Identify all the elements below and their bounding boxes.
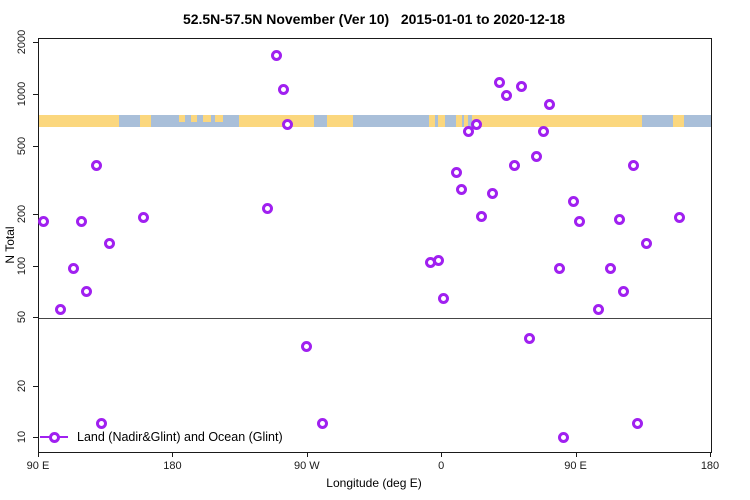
data-point-marker [450,167,462,179]
x-tick-label: 90 W [293,460,320,472]
x-tick [38,452,39,457]
y-tick [33,437,38,439]
legend-label: Land (Nadir&Glint) and Ocean (Glint) [77,430,283,444]
y-tick [33,265,38,267]
data-point-marker [81,285,93,297]
island-speck [215,115,223,122]
chart-title: 52.5N-57.5N November (Ver 10) 2015-01-01… [182,11,566,27]
y-axis-label: N Total [3,226,17,264]
data-point-marker [301,341,313,353]
legend-circle-marker-icon [49,431,60,443]
data-point-marker [68,263,80,275]
data-point-marker [568,196,580,208]
data-point-marker [574,216,586,227]
land-segment [438,115,446,127]
data-point-marker [508,160,520,172]
land-segment [672,115,685,127]
data-point-marker [54,304,66,316]
data-point-marker [316,418,328,430]
data-point-marker [553,262,565,274]
data-point-marker [90,159,102,171]
x-tick-label: 180 [163,460,182,472]
y-tick-label: 1000 [16,81,28,107]
y-tick [33,213,38,215]
land-segment [472,115,643,127]
data-point-marker [104,238,116,250]
data-point-marker [475,211,487,223]
data-point-marker [463,126,475,137]
data-point-marker [262,203,274,214]
data-point-marker [673,212,685,224]
data-point-marker [470,119,482,131]
data-point-marker [544,99,556,111]
data-point-marker [432,254,444,266]
y-tick [33,317,38,319]
data-point-marker [270,49,282,61]
reference-line-50 [39,318,711,320]
data-point-marker [558,431,570,443]
data-point-marker [486,187,498,199]
x-tick-label: 90 E [564,460,587,472]
data-point-marker [76,215,88,227]
land-segment [428,115,435,127]
x-tick [441,452,443,457]
y-tick [33,385,38,387]
data-point-marker [632,418,644,430]
land-segment [455,115,462,127]
land-segment [239,115,314,127]
data-point-marker [538,126,550,137]
data-point-marker [95,418,107,430]
land-segment [463,115,469,127]
data-point-marker [493,77,505,89]
data-point-marker [592,304,604,316]
y-tick-label: 100 [16,256,28,275]
data-point-marker [618,285,630,297]
x-tick [306,452,308,457]
y-tick [33,145,38,147]
data-point-marker [277,83,289,95]
data-point-marker [516,81,528,92]
data-point-marker [282,119,294,131]
data-point-marker [531,151,543,163]
x-tick-label: 180 [700,460,720,472]
y-tick-label: 10 [16,430,28,444]
data-point-marker [523,333,535,345]
data-point-marker [500,89,512,101]
island-speck [179,115,186,122]
island-speck [203,115,211,122]
data-point-marker [38,216,50,228]
y-tick-label: 500 [16,136,28,155]
data-point-marker [605,262,617,274]
data-point-marker [438,293,450,305]
data-point-marker [613,214,625,225]
data-point-marker [627,159,639,171]
plot-area [38,38,712,453]
y-tick [33,94,38,95]
x-tick [710,452,711,457]
data-point-marker [455,184,467,196]
data-point-marker [137,212,149,224]
y-tick-label: 20 [16,379,28,392]
y-tick-label: 2000 [16,30,28,55]
data-point-marker [641,237,653,249]
y-tick-label: 200 [16,204,28,224]
land-segment [327,115,353,127]
x-tick-label: 0 [438,460,445,472]
land-segment [139,115,151,127]
island-speck [191,115,198,122]
land-segment [39,115,119,127]
x-tick [172,452,174,457]
x-axis-label: Longitude (deg E) [326,476,422,490]
x-tick [575,452,577,457]
x-tick-label: 90 E [26,460,50,472]
y-tick-label: 50 [16,311,28,324]
y-tick [33,42,38,44]
